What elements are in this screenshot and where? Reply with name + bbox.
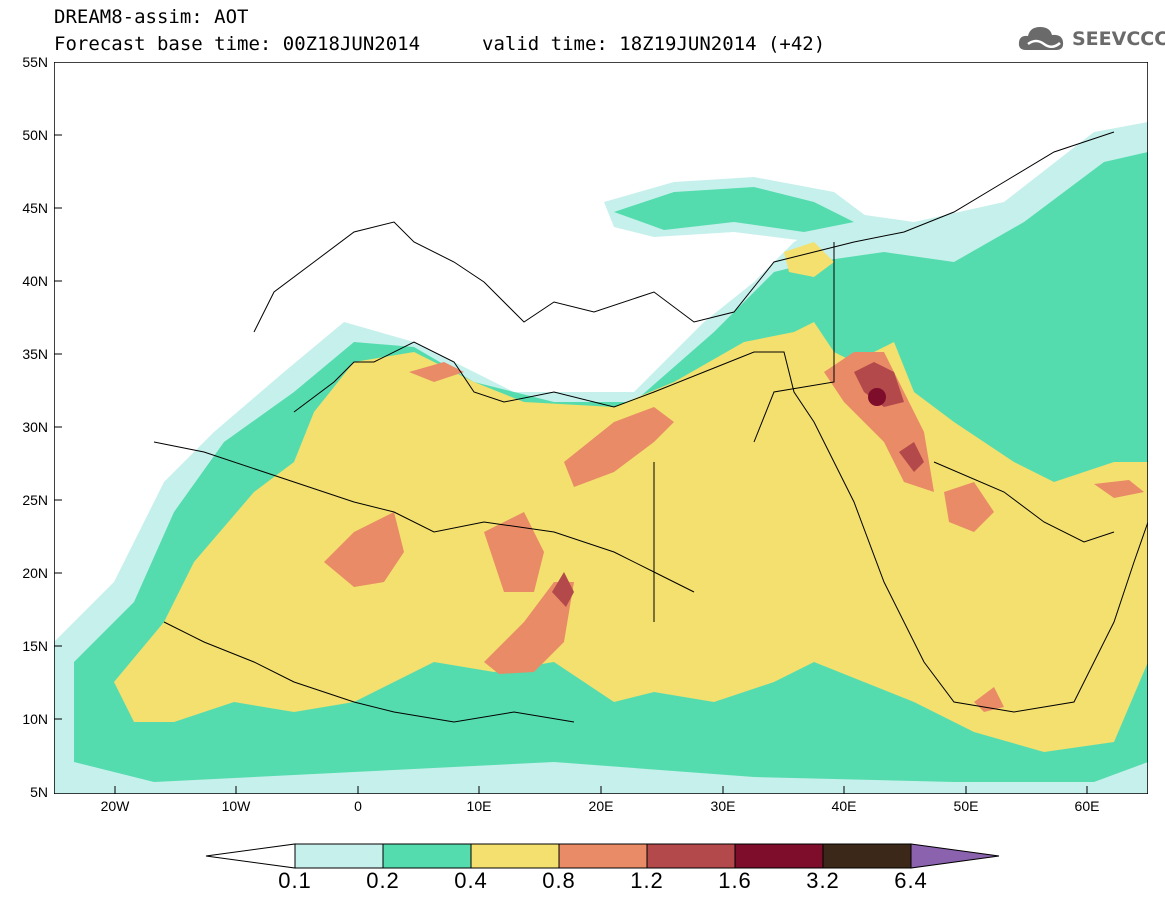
colorbar-label-6-4: 6.4 (894, 868, 928, 893)
lat-label-10n: 10N (22, 711, 48, 727)
lat-label-55n: 55N (22, 54, 48, 70)
lat-label-25n: 25N (22, 492, 48, 508)
colorbar-label-0-1: 0.1 (278, 868, 312, 893)
colorbar-bin-2 (382, 843, 472, 869)
lon-label-20w: 20W (100, 798, 130, 814)
lat-label-20n: 20N (22, 565, 48, 581)
lon-label-30e: 30E (710, 798, 736, 814)
lon-label-0: 0 (354, 798, 362, 814)
colorbar-bin-7 (822, 843, 912, 869)
map-title: DREAM8-assim: AOT (54, 6, 249, 28)
lon-label-20e: 20E (588, 798, 614, 814)
colorbar-label-0-2: 0.2 (366, 868, 400, 893)
colorbar-label-1-2: 1.2 (630, 868, 664, 893)
colorbar-bin-4 (558, 843, 648, 869)
forecast-base-time: Forecast base time: 00Z18JUN2014 (54, 33, 421, 55)
colorbar-label-1-6: 1.6 (718, 868, 752, 893)
lon-label-50e: 50E (953, 798, 979, 814)
aot-field (54, 122, 1148, 794)
lat-label-30n: 30N (22, 419, 48, 435)
lat-label-5n: 5N (30, 784, 48, 800)
colorbar-bin-1 (294, 843, 384, 869)
lon-label-60e: 60E (1074, 798, 1100, 814)
aot-map (54, 62, 1148, 794)
colorbar (205, 843, 1000, 869)
coastlines-and-borders (153, 131, 1148, 723)
lon-label-10w: 10W (221, 798, 251, 814)
colorbar-bin-5 (646, 843, 736, 869)
cloud-logo-icon (1018, 27, 1064, 50)
lat-label-50n: 50N (22, 127, 48, 143)
lat-label-35n: 35N (22, 346, 48, 362)
logo-text: SEEVCCC (1072, 28, 1165, 50)
colorbar-low-arrow (205, 843, 296, 869)
valid-time: valid time: 18Z19JUN2014 (+42) (482, 33, 826, 55)
lat-label-40n: 40N (22, 273, 48, 289)
colorbar-label-0-8: 0.8 (542, 868, 576, 893)
tick-marks (54, 134, 1088, 794)
colorbar-bin-3 (470, 843, 560, 869)
lat-label-15n: 15N (22, 638, 48, 654)
seevccc-logo: SEEVCCC (1016, 22, 1165, 58)
lat-label-45n: 45N (22, 200, 48, 216)
colorbar-label-3-2: 3.2 (806, 868, 840, 893)
colorbar-high-arrow (910, 843, 1000, 869)
colorbar-bin-6 (734, 843, 824, 869)
lon-label-40e: 40E (831, 798, 857, 814)
lon-label-10e: 10E (466, 798, 492, 814)
colorbar-label-0-4: 0.4 (454, 868, 488, 893)
